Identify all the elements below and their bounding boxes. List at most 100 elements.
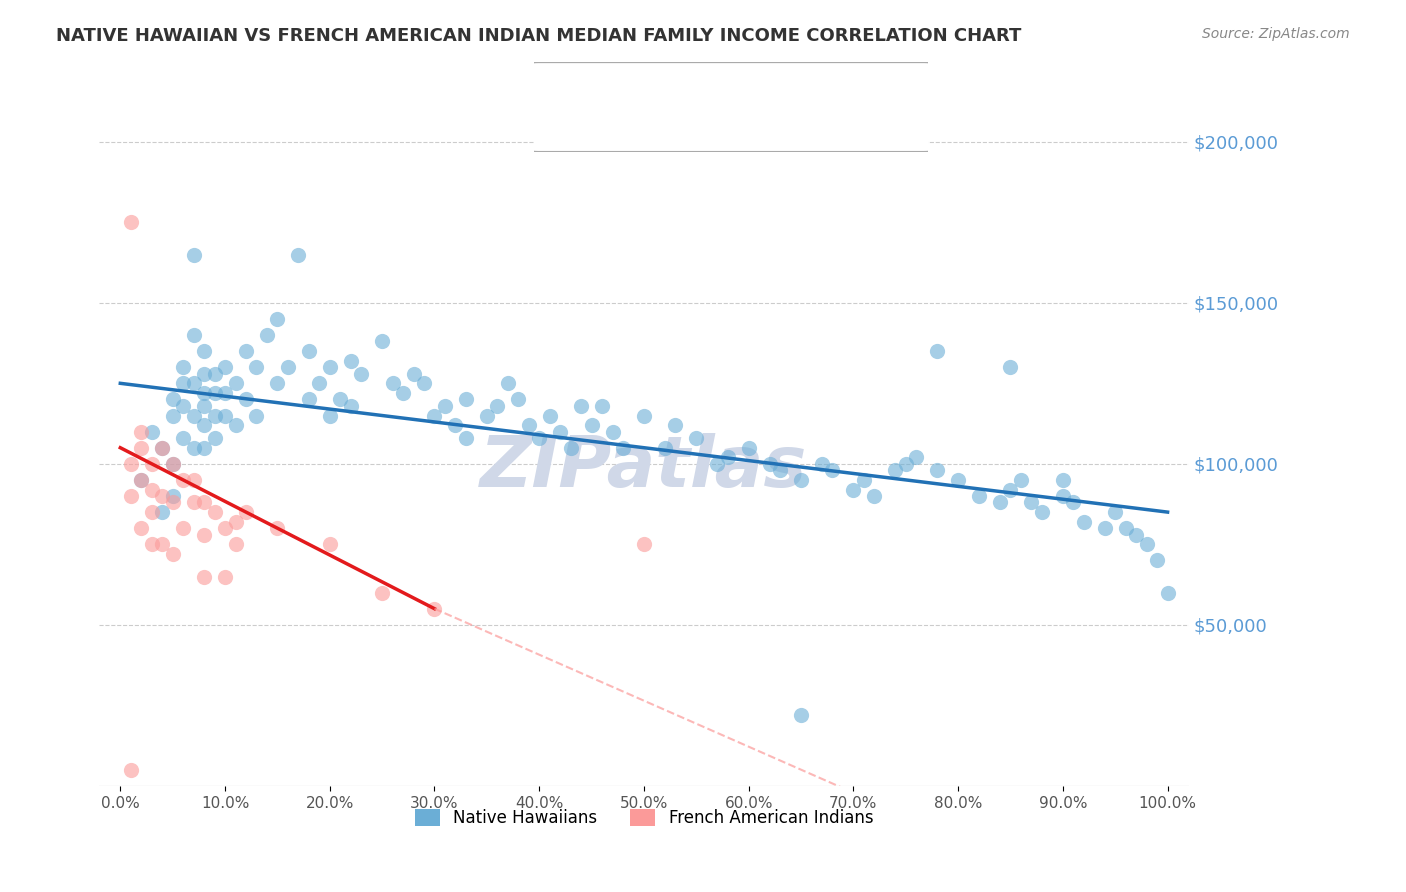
Point: [214, 360, 236, 375]
Point: [287, 247, 309, 261]
Point: [517, 418, 540, 433]
Point: [1021, 495, 1043, 509]
Point: [162, 457, 184, 471]
FancyBboxPatch shape: [530, 62, 932, 152]
Point: [1052, 473, 1074, 487]
FancyBboxPatch shape: [546, 112, 602, 142]
Point: [193, 441, 215, 455]
Point: [1073, 515, 1095, 529]
Point: [162, 547, 184, 561]
Point: [863, 489, 886, 503]
Point: [193, 495, 215, 509]
Point: [193, 399, 215, 413]
Point: [319, 537, 342, 551]
Point: [529, 431, 551, 445]
Point: [319, 409, 342, 423]
Point: [371, 585, 394, 599]
Point: [339, 399, 361, 413]
Point: [183, 473, 205, 487]
Point: [172, 431, 194, 445]
Point: [172, 399, 194, 413]
Point: [120, 489, 142, 503]
Point: [150, 537, 173, 551]
Point: [120, 457, 142, 471]
Point: [183, 247, 205, 261]
Point: [214, 409, 236, 423]
Point: [193, 527, 215, 541]
Point: [235, 505, 257, 519]
Point: [454, 431, 477, 445]
Point: [508, 392, 530, 407]
Point: [706, 457, 728, 471]
Point: [790, 708, 813, 723]
Point: [235, 392, 257, 407]
Point: [277, 360, 299, 375]
Point: [204, 409, 226, 423]
Legend: Native Hawaiians, French American Indians: Native Hawaiians, French American Indian…: [408, 803, 880, 834]
Point: [129, 521, 152, 535]
Point: [172, 521, 194, 535]
Point: [852, 473, 875, 487]
Point: [433, 399, 456, 413]
Point: [245, 360, 267, 375]
Point: [1062, 495, 1084, 509]
Point: [150, 441, 173, 455]
Point: [946, 473, 969, 487]
Point: [1094, 521, 1116, 535]
Point: [225, 537, 247, 551]
Point: [612, 441, 634, 455]
Point: [150, 441, 173, 455]
FancyBboxPatch shape: [546, 70, 602, 101]
Point: [381, 376, 404, 391]
Point: [486, 399, 509, 413]
Point: [811, 457, 834, 471]
Point: [737, 441, 759, 455]
Point: [842, 483, 865, 497]
Point: [141, 457, 163, 471]
Point: [538, 409, 561, 423]
Point: [266, 521, 288, 535]
Point: [423, 409, 446, 423]
Point: [204, 367, 226, 381]
Point: [129, 425, 152, 439]
Point: [967, 489, 990, 503]
Point: [1156, 585, 1178, 599]
Point: [183, 328, 205, 343]
Point: [193, 386, 215, 401]
Point: [758, 457, 780, 471]
Point: [162, 495, 184, 509]
Point: [120, 215, 142, 229]
Point: [1000, 360, 1022, 375]
Point: [162, 457, 184, 471]
Point: [183, 376, 205, 391]
Point: [423, 601, 446, 615]
Point: [129, 473, 152, 487]
Point: [769, 463, 792, 477]
Point: [402, 367, 425, 381]
Point: [141, 425, 163, 439]
Point: [225, 418, 247, 433]
Point: [548, 425, 571, 439]
Point: [475, 409, 498, 423]
Point: [371, 334, 394, 349]
Point: [1104, 505, 1126, 519]
Text: R = -0.268   N = 114: R = -0.268 N = 114: [613, 77, 801, 95]
Point: [298, 344, 321, 359]
Point: [560, 441, 582, 455]
Point: [235, 344, 257, 359]
Point: [685, 431, 707, 445]
Point: [193, 418, 215, 433]
Point: [162, 392, 184, 407]
Point: [392, 386, 415, 401]
Point: [927, 463, 949, 477]
Point: [141, 537, 163, 551]
Point: [413, 376, 436, 391]
Point: [193, 569, 215, 583]
Point: [162, 489, 184, 503]
Point: [496, 376, 519, 391]
Point: [905, 450, 928, 465]
Point: [150, 489, 173, 503]
Point: [821, 463, 844, 477]
Point: [1052, 489, 1074, 503]
Point: [790, 473, 813, 487]
